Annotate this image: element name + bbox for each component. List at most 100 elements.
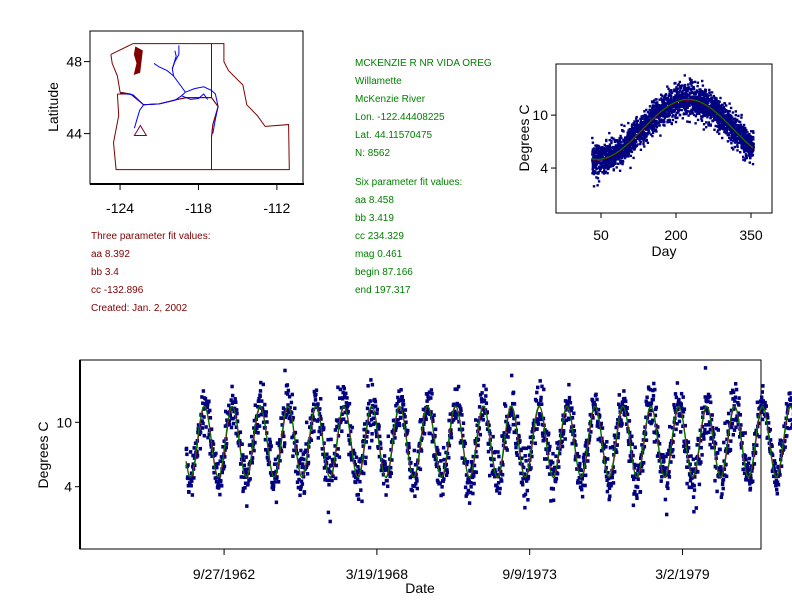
timeseries-point xyxy=(204,425,208,429)
timeseries-point xyxy=(496,450,500,454)
seasonal-point xyxy=(649,124,652,127)
timeseries-point xyxy=(302,490,307,494)
timeseries-point xyxy=(685,465,689,469)
seasonal-point xyxy=(730,142,733,145)
timeseries-point xyxy=(631,503,636,508)
seasonal-point xyxy=(689,96,693,99)
seasonal-point xyxy=(664,114,667,118)
timeseries-point xyxy=(640,443,644,447)
seasonal-point xyxy=(693,107,696,111)
timeseries-point xyxy=(299,479,304,484)
seasonal-point xyxy=(684,107,688,111)
timeseries-point xyxy=(258,394,262,399)
timeseries-point xyxy=(297,477,301,482)
seasonal-point xyxy=(642,115,645,118)
timeseries-point xyxy=(270,480,274,485)
timeseries-point xyxy=(737,403,741,407)
timeseries-fit-line xyxy=(185,405,792,478)
seasonal-point xyxy=(591,153,594,156)
timeseries-point xyxy=(610,475,614,480)
timeseries-point xyxy=(655,454,660,458)
seasonal-point xyxy=(696,109,700,112)
timeseries-point xyxy=(358,457,362,461)
timeseries-point xyxy=(279,449,284,454)
station-name: MCKENZIE R NR VIDA OREG xyxy=(355,58,492,69)
seasonal-point xyxy=(666,115,669,118)
timeseries-point xyxy=(426,397,431,401)
timeseries-point xyxy=(487,442,491,446)
timeseries-point xyxy=(430,392,434,396)
timeseries-point xyxy=(222,464,227,469)
timeseries-point xyxy=(321,447,325,451)
station-basin: Willamette xyxy=(355,76,402,87)
timeseries-point xyxy=(748,482,752,486)
seasonal-point xyxy=(642,132,645,135)
timeseries-point xyxy=(765,413,770,418)
timeseries-point xyxy=(394,403,398,408)
timeseries-point xyxy=(454,403,458,408)
seasonal-point xyxy=(727,110,730,113)
timeseries-point xyxy=(403,408,408,412)
seasonal-point xyxy=(671,115,674,118)
timeseries-point xyxy=(370,432,374,436)
seasonal-point xyxy=(731,119,734,123)
timeseries-point xyxy=(329,463,334,467)
seasonal-point xyxy=(725,127,729,130)
timeseries-point xyxy=(299,484,303,489)
seasonal-point xyxy=(645,119,649,122)
seasonal-point xyxy=(693,113,696,117)
seasonal-point xyxy=(728,110,731,113)
timeseries-point xyxy=(481,413,485,418)
timeseries-point xyxy=(276,480,281,484)
timeseries-point xyxy=(386,484,390,489)
seasonal-point xyxy=(717,100,720,103)
seasonal-point xyxy=(592,154,595,158)
seasonal-point xyxy=(674,94,677,97)
seasonal-point xyxy=(621,150,625,154)
seasonal-point xyxy=(721,136,724,140)
seasonal-point xyxy=(742,158,745,161)
seasonal-point xyxy=(733,145,736,149)
seasonal-point xyxy=(694,115,698,118)
seasonal-point xyxy=(730,129,734,132)
timeseries-point xyxy=(582,452,586,457)
timeseries-point xyxy=(514,451,519,455)
timeseries-point xyxy=(581,455,586,460)
seasonal-point xyxy=(615,148,619,152)
timeseries-point xyxy=(398,410,402,415)
seasonal-point xyxy=(656,109,659,112)
timeseries-point xyxy=(346,433,351,438)
seasonal-point xyxy=(618,137,621,140)
timeseries-point xyxy=(438,481,442,485)
seasonal-point xyxy=(717,122,720,125)
six-param-aa: aa 8.458 xyxy=(355,195,394,206)
timeseries-point xyxy=(644,438,649,442)
seasonal-point xyxy=(628,133,632,136)
seasonal-point xyxy=(661,94,664,98)
timeseries-point xyxy=(490,457,494,462)
seasonal-point xyxy=(643,123,646,126)
seasonal-point xyxy=(744,133,747,137)
timeseries-point xyxy=(356,477,360,482)
timeseries-point xyxy=(405,430,409,435)
seasonal-y-tick-label: 4 xyxy=(540,160,548,176)
seasonal-point xyxy=(673,96,676,99)
seasonal-point xyxy=(657,106,661,109)
timeseries-point xyxy=(735,416,739,420)
seasonal-point xyxy=(707,123,710,126)
timeseries-point xyxy=(241,453,245,457)
seasonal-point xyxy=(691,87,694,91)
timeseries-point xyxy=(649,401,654,406)
timeseries-point xyxy=(452,418,456,422)
timeseries-point xyxy=(298,493,302,498)
timeseries-point xyxy=(562,421,566,425)
seasonal-point xyxy=(749,137,753,141)
timeseries-point xyxy=(723,421,727,425)
timeseries-point xyxy=(770,444,774,448)
river-line xyxy=(133,104,145,129)
timeseries-point xyxy=(563,413,567,417)
six-param-bb: bb 3.419 xyxy=(355,213,394,224)
seasonal-point xyxy=(593,152,596,155)
seasonal-point xyxy=(691,105,695,108)
timeseries-point xyxy=(611,445,615,449)
